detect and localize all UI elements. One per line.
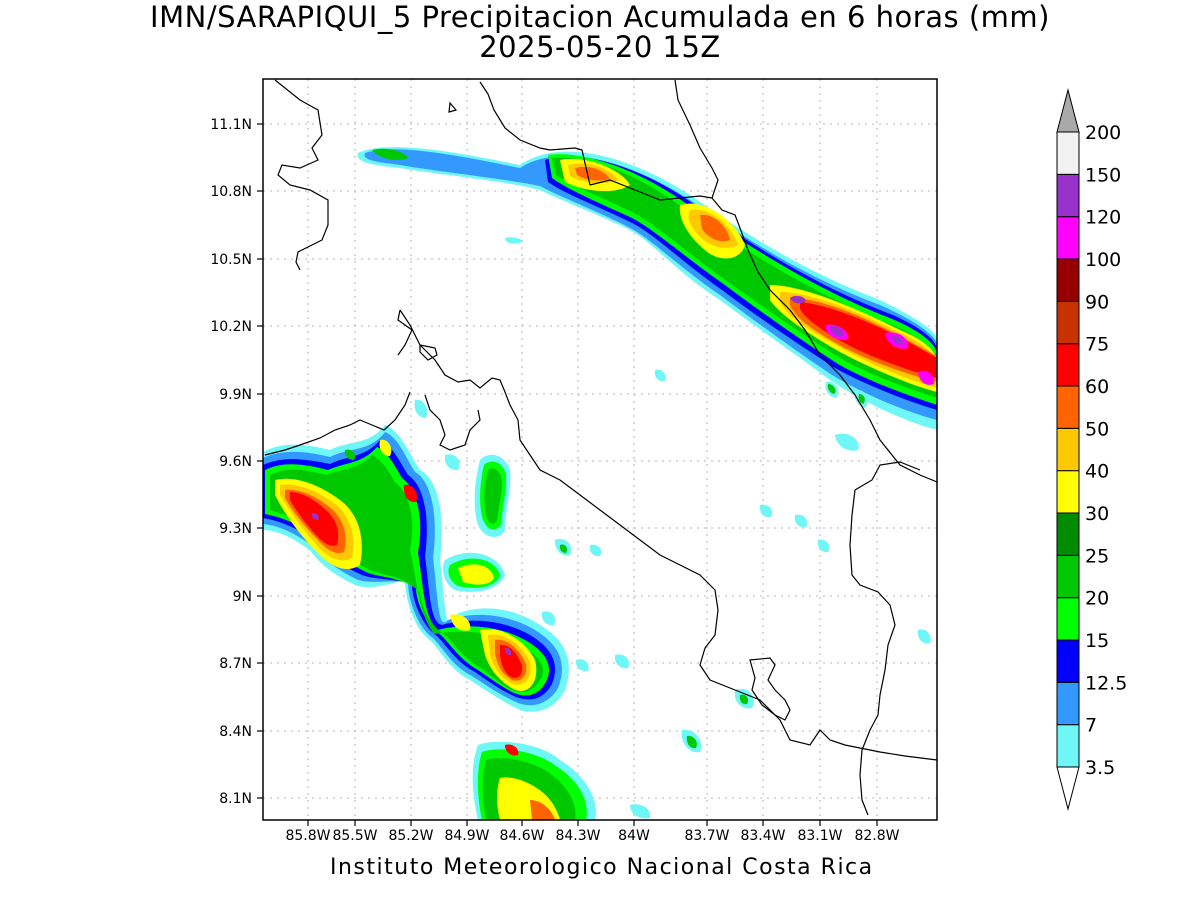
lat-label: 8.7N bbox=[219, 656, 252, 672]
colorbar-box bbox=[1056, 724, 1080, 768]
colorbar-box bbox=[1056, 131, 1080, 175]
colorbar-label: 15 bbox=[1085, 630, 1109, 652]
lat-label: 8.1N bbox=[219, 791, 252, 807]
lat-label: 9.9N bbox=[219, 387, 252, 403]
colorbar-box bbox=[1056, 512, 1080, 556]
colorbar-box bbox=[1056, 554, 1080, 599]
lon-label: 82.8W bbox=[854, 828, 899, 844]
axis-ticks bbox=[257, 123, 878, 826]
colorbar-label: 40 bbox=[1085, 461, 1109, 483]
latitude-labels: 11.1N 10.8N 10.5N 10.2N 9.9N 9.6N 9.3N 9… bbox=[210, 117, 252, 807]
colorbar-label: 7 bbox=[1085, 715, 1097, 737]
lon-label: 84.3W bbox=[555, 828, 600, 844]
colorbar-label: 50 bbox=[1085, 418, 1109, 440]
colorbar-label: 90 bbox=[1085, 291, 1109, 313]
colorbar-box bbox=[1056, 427, 1080, 472]
title-line-2: 2025-05-20 15Z bbox=[479, 30, 721, 64]
map-title: IMN/SARAPIQUI_5 Precipitacion Acumulada … bbox=[0, 2, 1200, 62]
map-frame bbox=[262, 78, 938, 821]
colorbar-arrow-low bbox=[1056, 766, 1080, 811]
colorbar-label: 75 bbox=[1085, 334, 1109, 356]
colorbar-label: 200 bbox=[1085, 122, 1121, 144]
lon-label: 84.9W bbox=[444, 828, 489, 844]
lat-label: 9.6N bbox=[219, 454, 252, 470]
colorbar-label: 120 bbox=[1085, 207, 1121, 229]
map-area[interactable] bbox=[263, 79, 937, 820]
colorbar-arrow-high bbox=[1056, 88, 1080, 133]
colorbar-box bbox=[1056, 639, 1080, 683]
colorbar-box bbox=[1056, 173, 1080, 218]
lon-label: 85.2W bbox=[388, 828, 433, 844]
lon-label: 83.1W bbox=[797, 828, 842, 844]
colorbar-label: 60 bbox=[1085, 376, 1109, 398]
colorbar-label: 3.5 bbox=[1085, 757, 1115, 779]
colorbar-box bbox=[1056, 681, 1080, 726]
colorbar-box bbox=[1056, 216, 1080, 260]
colorbar-box bbox=[1056, 258, 1080, 302]
colorbar-box bbox=[1056, 343, 1080, 387]
colorbar-legend: 3.5 7 12.5 15 20 25 30 40 50 60 75 90 100 120 150 200 bbox=[1056, 88, 1127, 811]
lon-label: 84.6W bbox=[499, 828, 544, 844]
colorbar-label: 25 bbox=[1085, 545, 1109, 567]
colorbar-label: 100 bbox=[1085, 249, 1121, 271]
colorbar-label: 30 bbox=[1085, 503, 1109, 525]
colorbar-label: 12.5 bbox=[1085, 672, 1127, 694]
title-line-1: IMN/SARAPIQUI_5 Precipitacion Acumulada … bbox=[150, 0, 1050, 34]
colorbar-box bbox=[1056, 385, 1080, 429]
lon-label: 85.5W bbox=[332, 828, 377, 844]
footer-credit: Instituto Meteorologico Nacional Costa R… bbox=[330, 855, 874, 880]
lat-label: 9N bbox=[233, 589, 252, 605]
colorbar-box bbox=[1056, 300, 1080, 345]
precip-cells-pacific bbox=[263, 425, 569, 712]
colorbar-box bbox=[1056, 470, 1080, 514]
lon-label: 85.8W bbox=[285, 828, 330, 844]
lat-label: 11.1N bbox=[210, 117, 252, 133]
lat-label: 8.4N bbox=[219, 724, 252, 740]
precip-band-caribbean bbox=[357, 147, 937, 451]
colorbar-label: 20 bbox=[1085, 588, 1109, 610]
lat-label: 10.5N bbox=[210, 252, 252, 268]
lat-label: 9.3N bbox=[219, 521, 252, 537]
lon-label: 83.4W bbox=[740, 828, 785, 844]
colorbar-box bbox=[1056, 597, 1080, 641]
longitude-labels: 85.8W 85.5W 85.2W 84.9W 84.6W 84.3W 84W … bbox=[285, 828, 899, 844]
lon-label: 83.7W bbox=[684, 828, 729, 844]
lat-label: 10.8N bbox=[210, 184, 252, 200]
lat-label: 10.2N bbox=[210, 319, 252, 335]
coastlines-borders bbox=[264, 79, 937, 816]
precip-cells-inland bbox=[414, 369, 931, 820]
colorbar-label: 150 bbox=[1085, 164, 1121, 186]
lon-label: 84W bbox=[618, 828, 650, 844]
